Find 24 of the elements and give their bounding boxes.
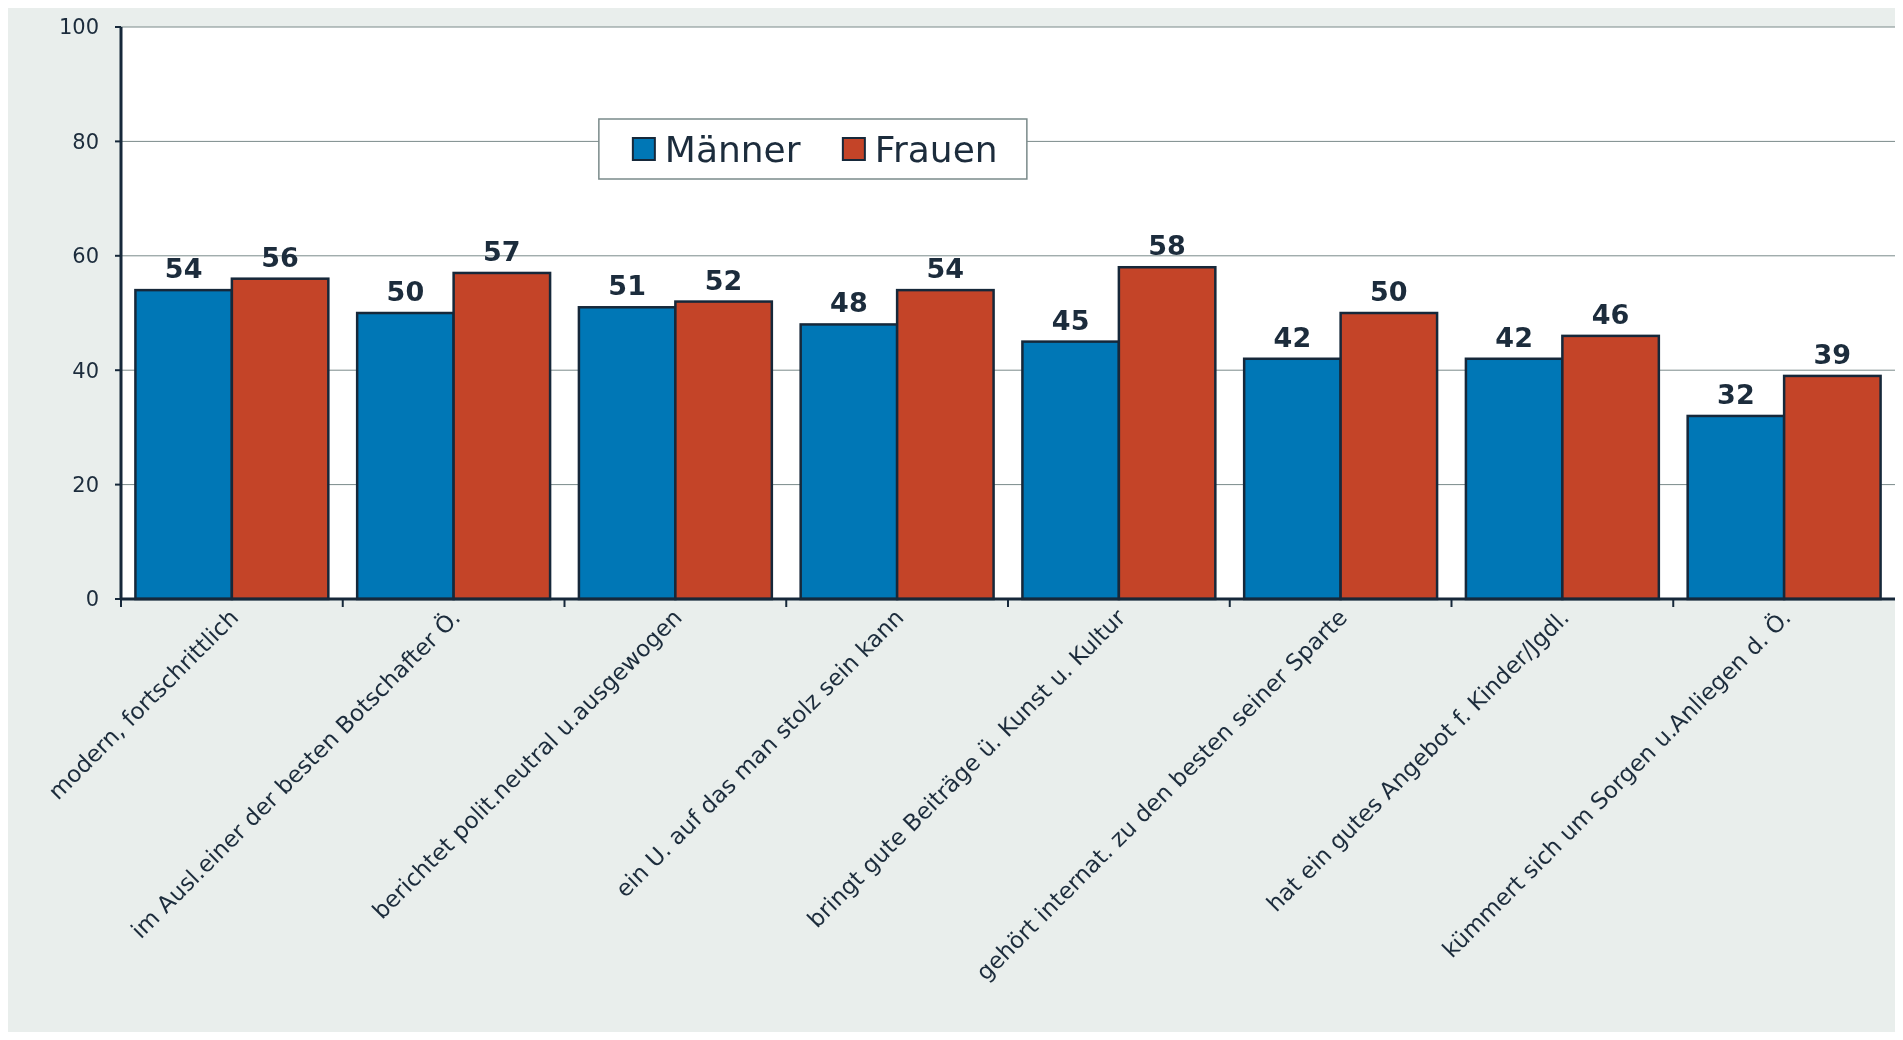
data-label: 32 bbox=[1717, 378, 1755, 410]
y-tick-label: 20 bbox=[72, 472, 99, 497]
y-tick-label: 40 bbox=[72, 358, 99, 383]
data-label: 56 bbox=[261, 241, 299, 273]
data-label: 42 bbox=[1273, 321, 1312, 353]
data-label: 42 bbox=[1495, 321, 1533, 353]
y-tick-label: 80 bbox=[72, 129, 99, 154]
data-label: 58 bbox=[1148, 230, 1186, 262]
y-tick-label: 100 bbox=[58, 15, 99, 40]
legend-label: Männer bbox=[664, 128, 801, 170]
data-label: 51 bbox=[608, 270, 646, 302]
data-label: 57 bbox=[483, 235, 521, 267]
data-label: 48 bbox=[830, 287, 868, 319]
legend-label: Frauen bbox=[874, 128, 998, 170]
data-label: 50 bbox=[1370, 276, 1408, 307]
data-label: 39 bbox=[1813, 338, 1852, 370]
data-label: 54 bbox=[164, 253, 203, 285]
y-tick-label: 60 bbox=[72, 244, 99, 269]
data-label: 52 bbox=[704, 264, 743, 296]
data-label: 50 bbox=[386, 276, 425, 307]
data-label: 46 bbox=[1591, 298, 1630, 330]
y-tick-label: 0 bbox=[85, 587, 99, 612]
data-label: 54 bbox=[926, 253, 965, 285]
data-label: 45 bbox=[1051, 304, 1090, 336]
